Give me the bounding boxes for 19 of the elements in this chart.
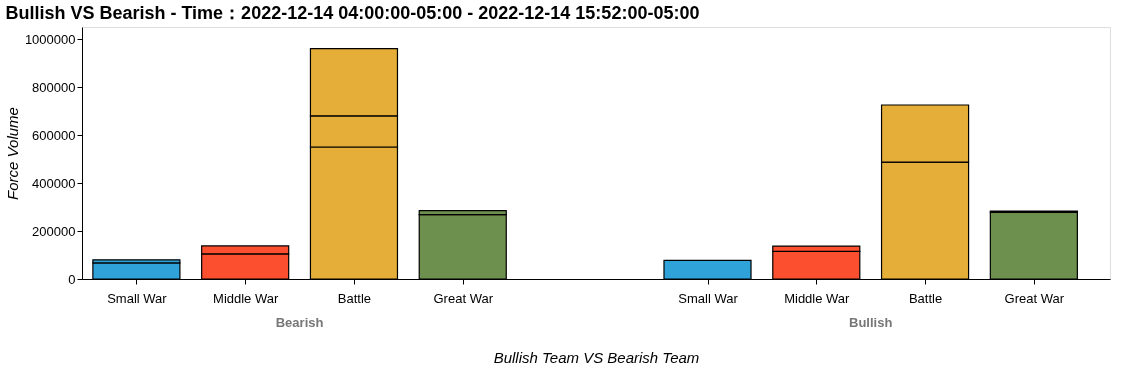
text: Bearish — [275, 315, 324, 330]
x-tick-label: Great War — [433, 290, 494, 306]
y-axis-title: Force Volume — [3, 107, 21, 200]
chart-title: Bullish VS Bearish - Time：2022-12-14 04:00:00-05:00 - 2022-12-14 15:52:00-05:00 — [5, 3, 700, 23]
y-tick-label: 600000 — [32, 127, 76, 143]
x-tick-label: Middle War — [784, 290, 851, 306]
x-tick-label: Battle — [337, 290, 372, 306]
text: Bullish — [849, 315, 893, 330]
x-tick-label: Battle — [908, 290, 943, 306]
y-tick-label: 400000 — [32, 175, 76, 191]
y-tick-label: 800000 — [32, 79, 76, 95]
y-tick-label: 200000 — [32, 223, 76, 239]
x-tick-label: Small War — [678, 290, 739, 306]
x-tick-label: Great War — [1004, 290, 1065, 306]
y-tick-label: 1000000 — [24, 31, 76, 47]
x-tick-label: Small War — [107, 290, 168, 306]
x-tick-label: Middle War — [213, 290, 279, 306]
y-tick-label: 0 — [68, 271, 76, 287]
x-axis-title: Bullish Team VS Bearish Team — [493, 348, 700, 366]
